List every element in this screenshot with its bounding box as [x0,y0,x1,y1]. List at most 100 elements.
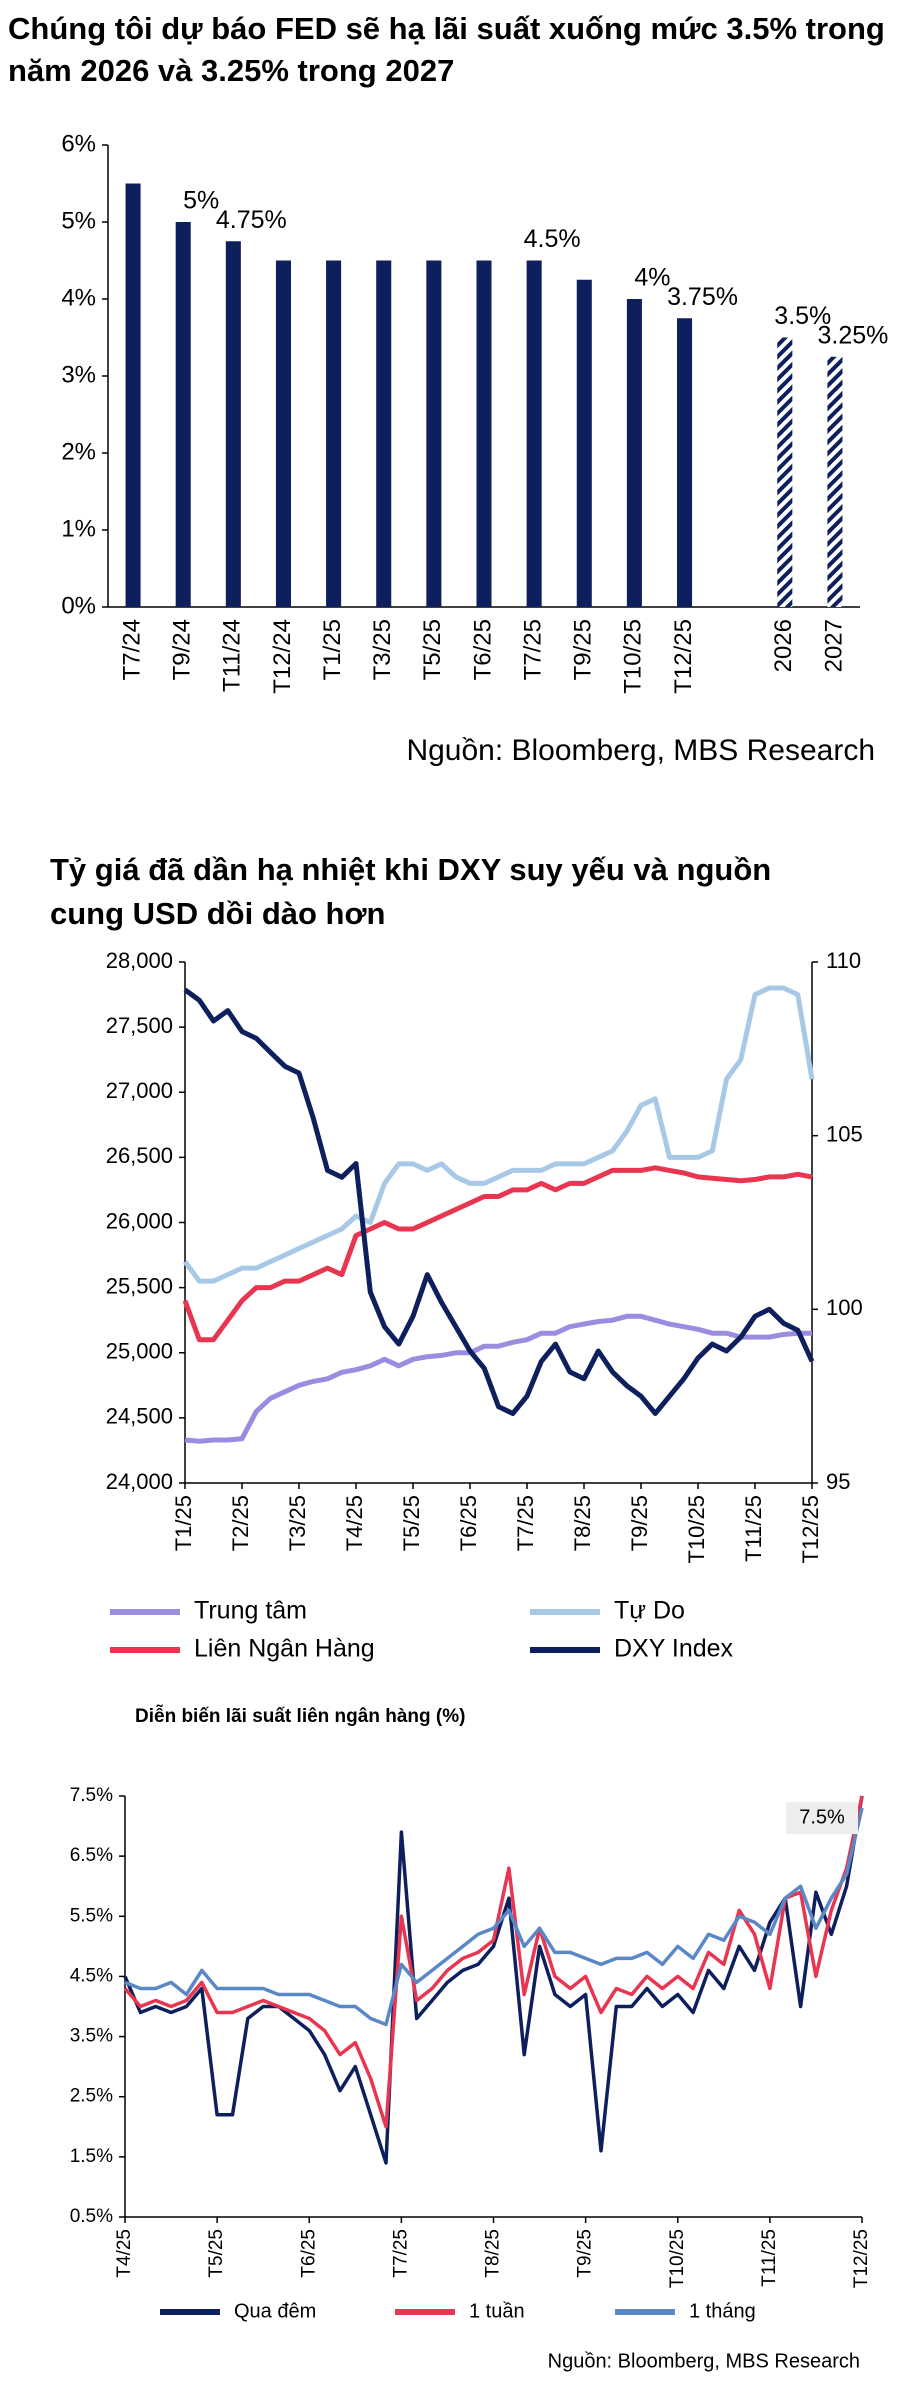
y-tick-label: 24,000 [106,1469,173,1494]
x-tick-label: T10/25 [620,619,647,694]
y2-tick-label: 110 [826,948,861,973]
x-tick-label: T5/25 [206,2229,227,2278]
x-tick-label: 2027 [820,619,847,672]
y-tick-label: 6% [61,130,96,157]
x-tick-label: T7/25 [519,619,546,680]
x-tick-label: T2/25 [228,1495,253,1551]
x-tick-label: T5/25 [419,619,446,680]
bar [626,299,642,607]
x-tick-label: T6/25 [469,619,496,680]
value-label: 3.25% [817,321,888,349]
legend-label: DXY Index [614,1635,734,1663]
x-tick-label: T6/25 [456,1495,481,1551]
y-tick-label: 6.5% [70,1845,113,1866]
annotation: 7.5% [799,1806,845,1828]
x-tick-label: T7/25 [390,2229,411,2278]
x-tick-label: T7/25 [513,1495,538,1551]
y-tick-label: 27,000 [106,1078,173,1103]
x-tick-label: T10/25 [667,2229,688,2288]
x-tick-label: T4/25 [342,1495,367,1551]
line-series [184,1313,812,1444]
bar [576,279,592,607]
source: Nguồn: Bloomberg, MBS Research [406,734,875,767]
bar [326,260,342,607]
legend-label: 1 tuần [469,2300,525,2322]
line-series [182,1165,813,1343]
x-tick-label: T11/25 [741,1495,766,1562]
bar [426,260,442,607]
value-label: 4.75% [216,206,287,234]
y-tick-label: 24,500 [106,1404,173,1429]
y-tick-label: 7.5% [70,1785,113,1806]
line-series [123,1795,864,2129]
y2-tick-label: 100 [826,1295,863,1320]
legend-label: 1 tháng [689,2300,756,2322]
x-tick-label: T8/25 [483,2229,504,2278]
x-tick-label: T1/25 [319,619,346,680]
y-tick-label: 0.5% [70,2206,113,2227]
value-label: 3.75% [667,283,738,311]
bar [376,260,392,607]
x-tick-label: T9/25 [627,1495,652,1551]
y-tick-label: 27,500 [106,1013,173,1038]
y-tick-label: 25,500 [106,1273,173,1298]
y-tick-label: 3% [61,361,96,388]
y-tick-label: 3.5% [70,2026,113,2047]
x-tick-label: T7/24 [118,619,145,680]
x-tick-label: T1/25 [171,1495,196,1551]
bar [827,356,843,607]
legend-label: Liên Ngân Hàng [194,1635,375,1663]
chart-title: Chúng tôi dự báo FED sẽ hạ lãi suất xuốn… [8,11,885,88]
line-series [182,985,815,1284]
legend-label: Trung tâm [194,1597,307,1625]
y-tick-label: 5.5% [70,1905,113,1926]
x-tick-label: T10/25 [684,1495,709,1564]
bar [526,260,542,607]
y2-tick-label: 95 [826,1469,850,1494]
x-tick-label: 2026 [770,619,797,672]
x-tick-label: T11/25 [759,2229,780,2287]
legend-label: Tự Do [614,1597,685,1625]
chart-title: Tỷ giá đã dần hạ nhiệt khi DXY suy yếu v… [50,852,772,931]
bar [476,260,492,607]
value-label: 4% [634,264,670,292]
bar [777,337,793,607]
y-tick-label: 26,000 [106,1208,173,1233]
y-tick-label: 1% [61,515,96,542]
value-label: 5% [183,187,219,215]
value-label: 4.5% [524,225,581,253]
y-tick-label: 26,500 [106,1143,173,1168]
bar [125,183,141,607]
x-tick-label: T12/25 [670,619,697,694]
y-tick-label: 4% [61,284,96,311]
y-tick-label: 28,000 [106,948,173,973]
x-tick-label: T12/25 [798,1495,823,1564]
y-tick-label: 0% [61,592,96,619]
x-tick-label: T5/25 [399,1495,424,1551]
y-tick-label: 1.5% [70,2146,113,2167]
x-tick-label: T12/24 [269,619,296,694]
value-label: 3.5% [774,302,831,330]
y2-tick-label: 105 [826,1121,863,1146]
x-tick-label: T9/25 [570,619,597,680]
bar [175,222,191,607]
source: Nguồn: Bloomberg, MBS Research [548,2350,860,2372]
x-tick-label: T8/25 [570,1495,595,1551]
annotation-box [786,1802,858,1834]
x-tick-label: T3/25 [285,1495,310,1551]
x-tick-label: T9/24 [169,619,196,680]
line-series [183,987,815,1416]
x-tick-label: T3/25 [369,619,396,680]
x-tick-label: T11/24 [219,619,246,692]
legend-label: Qua đêm [234,2300,316,2322]
y-tick-label: 2.5% [70,2086,113,2107]
x-tick-label: T6/25 [298,2229,319,2278]
x-tick-label: T9/25 [575,2229,596,2278]
line-series [123,1795,864,2165]
chart-title: Diễn biến lãi suất liên ngân hàng (%) [135,1706,466,1727]
bar [225,241,241,607]
bar [275,260,291,607]
y-tick-label: 5% [61,207,96,234]
